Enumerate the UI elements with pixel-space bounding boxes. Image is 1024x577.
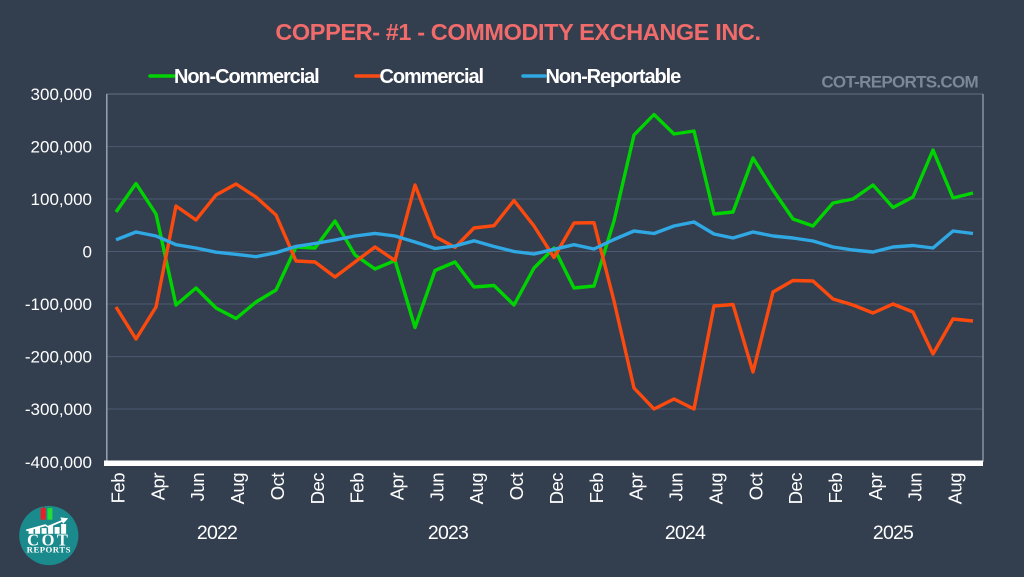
svg-text:Non-Reportable: Non-Reportable	[546, 66, 682, 88]
svg-text:Dec: Dec	[307, 473, 328, 505]
svg-text:-100,000: -100,000	[25, 295, 92, 314]
svg-text:Jun: Jun	[905, 473, 926, 502]
svg-text:Feb: Feb	[347, 473, 368, 504]
svg-text:COT: COT	[27, 530, 70, 549]
svg-text:Oct: Oct	[267, 473, 288, 501]
svg-text:Dec: Dec	[546, 473, 567, 505]
svg-text:Jun: Jun	[426, 473, 447, 502]
svg-text:Aug: Aug	[227, 473, 248, 505]
svg-text:-400,000: -400,000	[25, 453, 92, 472]
svg-text:Jun: Jun	[187, 473, 208, 502]
svg-text:Commercial: Commercial	[380, 66, 484, 88]
svg-text:Oct: Oct	[506, 473, 527, 501]
svg-text:2024: 2024	[665, 522, 706, 544]
svg-text:Oct: Oct	[745, 473, 766, 501]
svg-text:Feb: Feb	[108, 473, 129, 504]
svg-text:2022: 2022	[197, 522, 237, 544]
svg-text:Feb: Feb	[586, 473, 607, 504]
svg-text:0: 0	[83, 243, 92, 262]
svg-text:300,000: 300,000	[31, 85, 92, 104]
svg-text:Non-Commercial: Non-Commercial	[174, 66, 319, 88]
svg-text:REPORTS: REPORTS	[27, 545, 71, 555]
svg-text:Dec: Dec	[785, 473, 806, 505]
svg-text:2023: 2023	[428, 522, 468, 544]
svg-text:Apr: Apr	[147, 473, 168, 501]
svg-text:Aug: Aug	[945, 473, 966, 505]
svg-text:Jun: Jun	[666, 473, 687, 502]
svg-text:Feb: Feb	[825, 473, 846, 504]
svg-text:100,000: 100,000	[31, 190, 92, 209]
svg-text:COPPER- #1 - COMMODITY EXCHANG: COPPER- #1 - COMMODITY EXCHANGE INC.	[275, 19, 760, 45]
svg-text:COT-REPORTS.COM: COT-REPORTS.COM	[821, 73, 978, 92]
svg-text:Apr: Apr	[387, 473, 408, 501]
svg-text:-300,000: -300,000	[25, 400, 92, 419]
svg-text:Apr: Apr	[865, 473, 886, 501]
svg-text:2025: 2025	[873, 522, 914, 544]
svg-text:-200,000: -200,000	[25, 348, 92, 367]
svg-text:200,000: 200,000	[31, 138, 92, 157]
svg-text:Aug: Aug	[705, 473, 726, 505]
svg-text:Apr: Apr	[626, 473, 647, 501]
svg-text:Aug: Aug	[466, 473, 487, 505]
